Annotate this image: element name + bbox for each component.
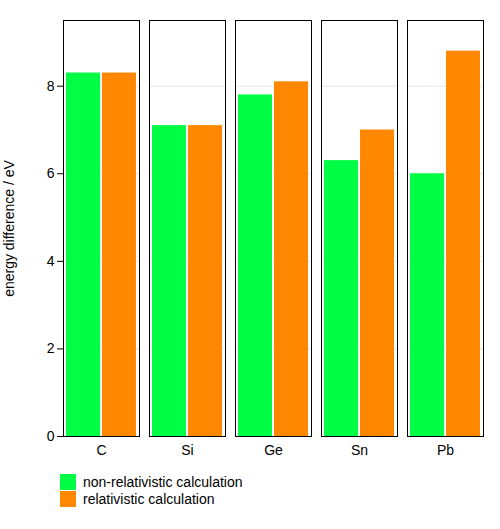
svg-text:C: C (96, 442, 106, 458)
svg-text:0: 0 (47, 428, 55, 444)
html-text:non-relativistic calculation: non-relativistic calculation (83, 474, 243, 490)
svg-text:Ge: Ge (264, 442, 283, 458)
svg-text:2: 2 (47, 340, 55, 356)
svg-text:8: 8 (47, 78, 55, 94)
svg-text:Pb: Pb (437, 442, 454, 458)
svg-text:Si: Si (181, 442, 193, 458)
svg-text:energy difference / eV: energy difference / eV (1, 159, 17, 296)
svg-text:Sn: Sn (351, 442, 368, 458)
svg-text:6: 6 (47, 165, 55, 181)
html-text:relativistic calculation: relativistic calculation (83, 491, 215, 507)
svg-text:4: 4 (47, 253, 55, 269)
